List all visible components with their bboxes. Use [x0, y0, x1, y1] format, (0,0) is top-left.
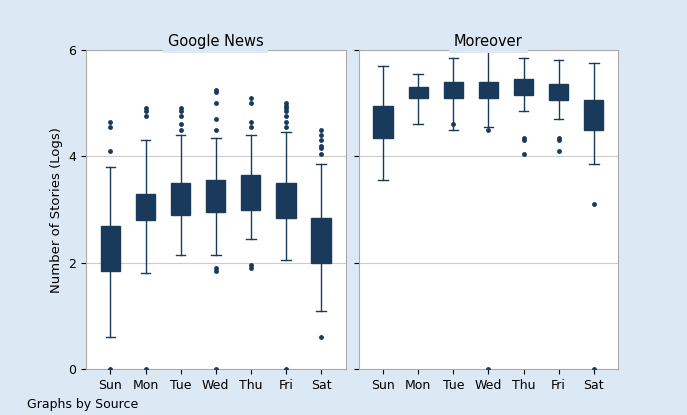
- PathPatch shape: [311, 217, 330, 263]
- PathPatch shape: [276, 183, 295, 217]
- Y-axis label: Number of Stories (Logs): Number of Stories (Logs): [49, 127, 63, 293]
- PathPatch shape: [101, 226, 120, 271]
- Title: Google News: Google News: [168, 34, 264, 49]
- PathPatch shape: [409, 87, 428, 98]
- Title: Moreover: Moreover: [454, 34, 523, 49]
- PathPatch shape: [374, 106, 393, 138]
- PathPatch shape: [479, 82, 498, 98]
- PathPatch shape: [514, 79, 533, 95]
- PathPatch shape: [241, 175, 260, 210]
- PathPatch shape: [444, 82, 463, 98]
- Text: Graphs by Source: Graphs by Source: [27, 398, 139, 411]
- PathPatch shape: [206, 180, 225, 212]
- PathPatch shape: [171, 183, 190, 215]
- PathPatch shape: [549, 84, 568, 100]
- PathPatch shape: [584, 100, 603, 130]
- PathPatch shape: [136, 193, 155, 220]
